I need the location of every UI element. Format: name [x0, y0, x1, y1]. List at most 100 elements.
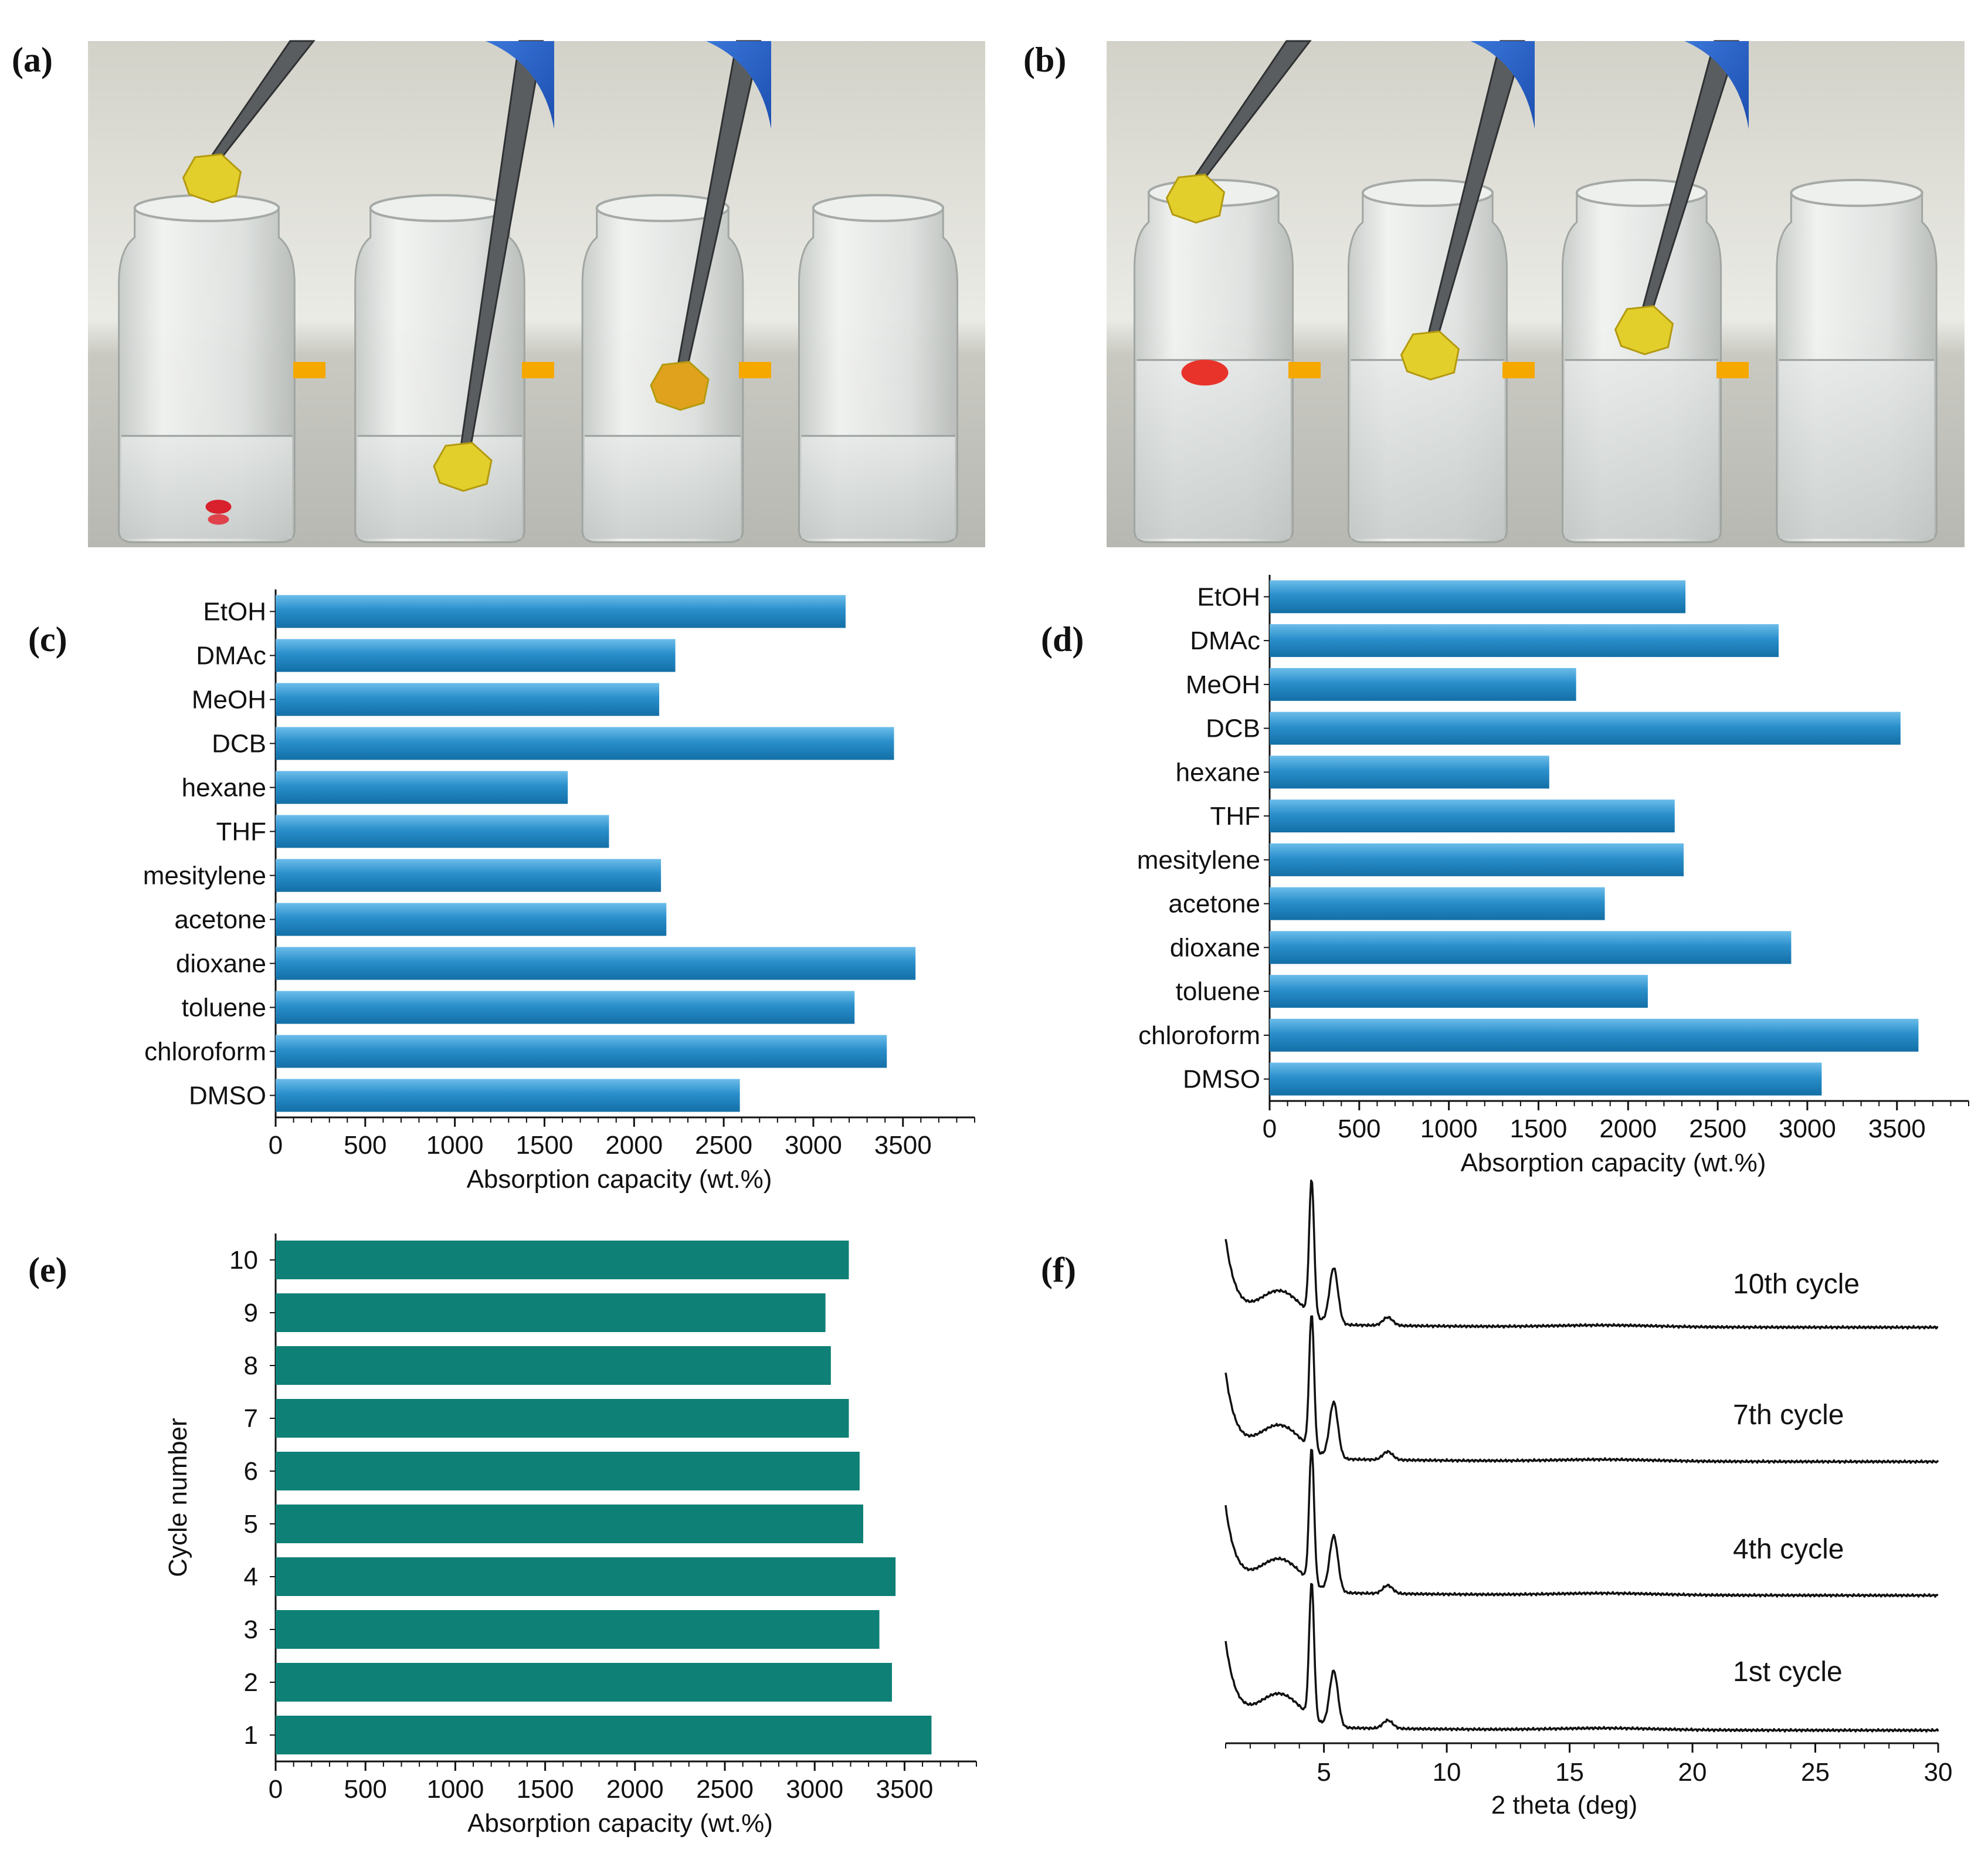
photo-frame: [88, 40, 358, 547]
x-tick-label: 500: [344, 1131, 386, 1160]
bar: [1270, 843, 1684, 876]
bar: [1270, 668, 1576, 701]
x-tick-label: 1000: [426, 1131, 484, 1160]
bar: [276, 1505, 863, 1543]
category-label: 3: [244, 1615, 258, 1644]
bar: [1270, 799, 1675, 833]
photo-frame: [771, 41, 985, 547]
liquid: [801, 436, 955, 539]
category-label: toluene: [182, 994, 266, 1022]
sponge: [182, 153, 242, 204]
bar: [1270, 624, 1779, 658]
bar: [1270, 1062, 1822, 1096]
category-label: DMAc: [1190, 626, 1260, 655]
bar: [1270, 711, 1901, 745]
x-tick-label: 3000: [785, 1131, 842, 1160]
x-tick-label: 5: [1317, 1758, 1331, 1787]
xrd-curve: [1224, 1583, 1939, 1733]
category-label: 2: [244, 1668, 258, 1697]
panel-label-b: (b): [1023, 40, 1066, 79]
x-tick-label: 500: [344, 1775, 386, 1804]
x-tick-label: 3500: [874, 1131, 932, 1160]
sponge: [650, 361, 710, 411]
jar-rim: [369, 194, 511, 222]
chart-f-xrd-patterns: 5 10 15 20 25 30 2 theta (deg) 10th cycle 7th cy…: [1224, 1180, 1953, 1819]
blue-glove: [486, 41, 554, 129]
photo-frame: [1107, 40, 1353, 547]
y-axis-title: Cycle number: [164, 1418, 192, 1577]
photo-frame: [1749, 41, 1965, 547]
chart-d-solvent-absorption: 0 500 1000 1500 2000 2500 3000 3500 Absorption c…: [1137, 575, 1969, 1177]
panel-label-d: (d): [1041, 620, 1084, 659]
chart-c-solvent-absorption: 0 500 1000 1500 2000 2500 3000 3500 Absorption c…: [143, 589, 975, 1194]
category-label: EtOH: [203, 598, 266, 626]
category-label: mesitylene: [1137, 846, 1260, 875]
bar: [276, 1293, 826, 1332]
bar: [276, 903, 667, 936]
series-label: 1st cycle: [1733, 1656, 1843, 1688]
jar-rim: [1790, 178, 1923, 207]
category-label: hexane: [182, 774, 266, 802]
xrd-curve: [1224, 1315, 1939, 1464]
category-label: mesitylene: [143, 862, 266, 890]
x-axis-title: Absorption capacity (wt.%): [467, 1165, 772, 1194]
xrd-curve: [1224, 1180, 1939, 1330]
bar: [276, 815, 609, 848]
jar-rim: [812, 194, 945, 222]
category-label: 6: [244, 1457, 258, 1486]
x-tick-label: 3500: [876, 1775, 933, 1804]
x-tick-label: 2500: [695, 1131, 752, 1160]
x-tick-label: 30: [1924, 1758, 1953, 1787]
liquid: [1137, 360, 1291, 539]
x-axis-title: Absorption capacity (wt.%): [1461, 1148, 1766, 1177]
x-tick-label: 2000: [606, 1775, 664, 1804]
panel-label-f: (f): [1041, 1251, 1076, 1289]
jar-rim: [595, 194, 730, 222]
liquid: [121, 436, 293, 539]
x-tick-label: 0: [1263, 1114, 1277, 1143]
sponge: [1614, 305, 1674, 355]
bar: [276, 639, 676, 672]
category-label: 4: [244, 1563, 258, 1591]
bar: [276, 1557, 896, 1596]
x-tick-label: 2500: [696, 1775, 754, 1804]
category-label: chloroform: [144, 1038, 266, 1066]
category-label: dioxane: [176, 950, 266, 978]
x-axis-title: 2 theta (deg): [1491, 1791, 1638, 1819]
category-label: DCB: [212, 730, 266, 758]
liquid: [1565, 360, 1719, 539]
panel-label-c: (c): [28, 620, 67, 659]
bar: [276, 1452, 860, 1490]
jar-rim: [1361, 178, 1494, 207]
category-label: 10: [229, 1246, 258, 1275]
photo-panel-b: [1107, 40, 1965, 547]
photo-frame: [554, 40, 803, 547]
category-label: hexane: [1176, 758, 1260, 787]
dye-droplet: [205, 499, 232, 514]
category-label: toluene: [1176, 977, 1260, 1006]
x-tick-label: 1500: [517, 1775, 574, 1804]
x-tick-label: 3000: [1779, 1114, 1836, 1143]
category-label: DMSO: [1183, 1065, 1260, 1094]
photo-frame: [1321, 40, 1567, 547]
x-tick-label: 1500: [516, 1131, 574, 1160]
category-label: MeOH: [1186, 670, 1260, 699]
bar: [1270, 887, 1605, 920]
bar: [276, 859, 661, 892]
category-label: 7: [244, 1404, 258, 1433]
category-label: EtOH: [1197, 582, 1260, 611]
x-tick-label: 15: [1555, 1758, 1584, 1787]
bar: [276, 1663, 892, 1702]
series-label: 10th cycle: [1733, 1269, 1860, 1300]
x-tick-label: 500: [1338, 1114, 1380, 1143]
category-label: acetone: [1168, 890, 1260, 919]
x-tick-label: 25: [1801, 1758, 1830, 1787]
bar: [1270, 755, 1549, 789]
x-axis-title: Absorption capacity (wt.%): [467, 1809, 773, 1838]
liquid: [585, 436, 741, 539]
x-tick-label: 2000: [1599, 1114, 1657, 1143]
x-tick-label: 3500: [1868, 1114, 1926, 1143]
blue-glove: [706, 41, 771, 129]
photo-frame: [325, 40, 586, 547]
